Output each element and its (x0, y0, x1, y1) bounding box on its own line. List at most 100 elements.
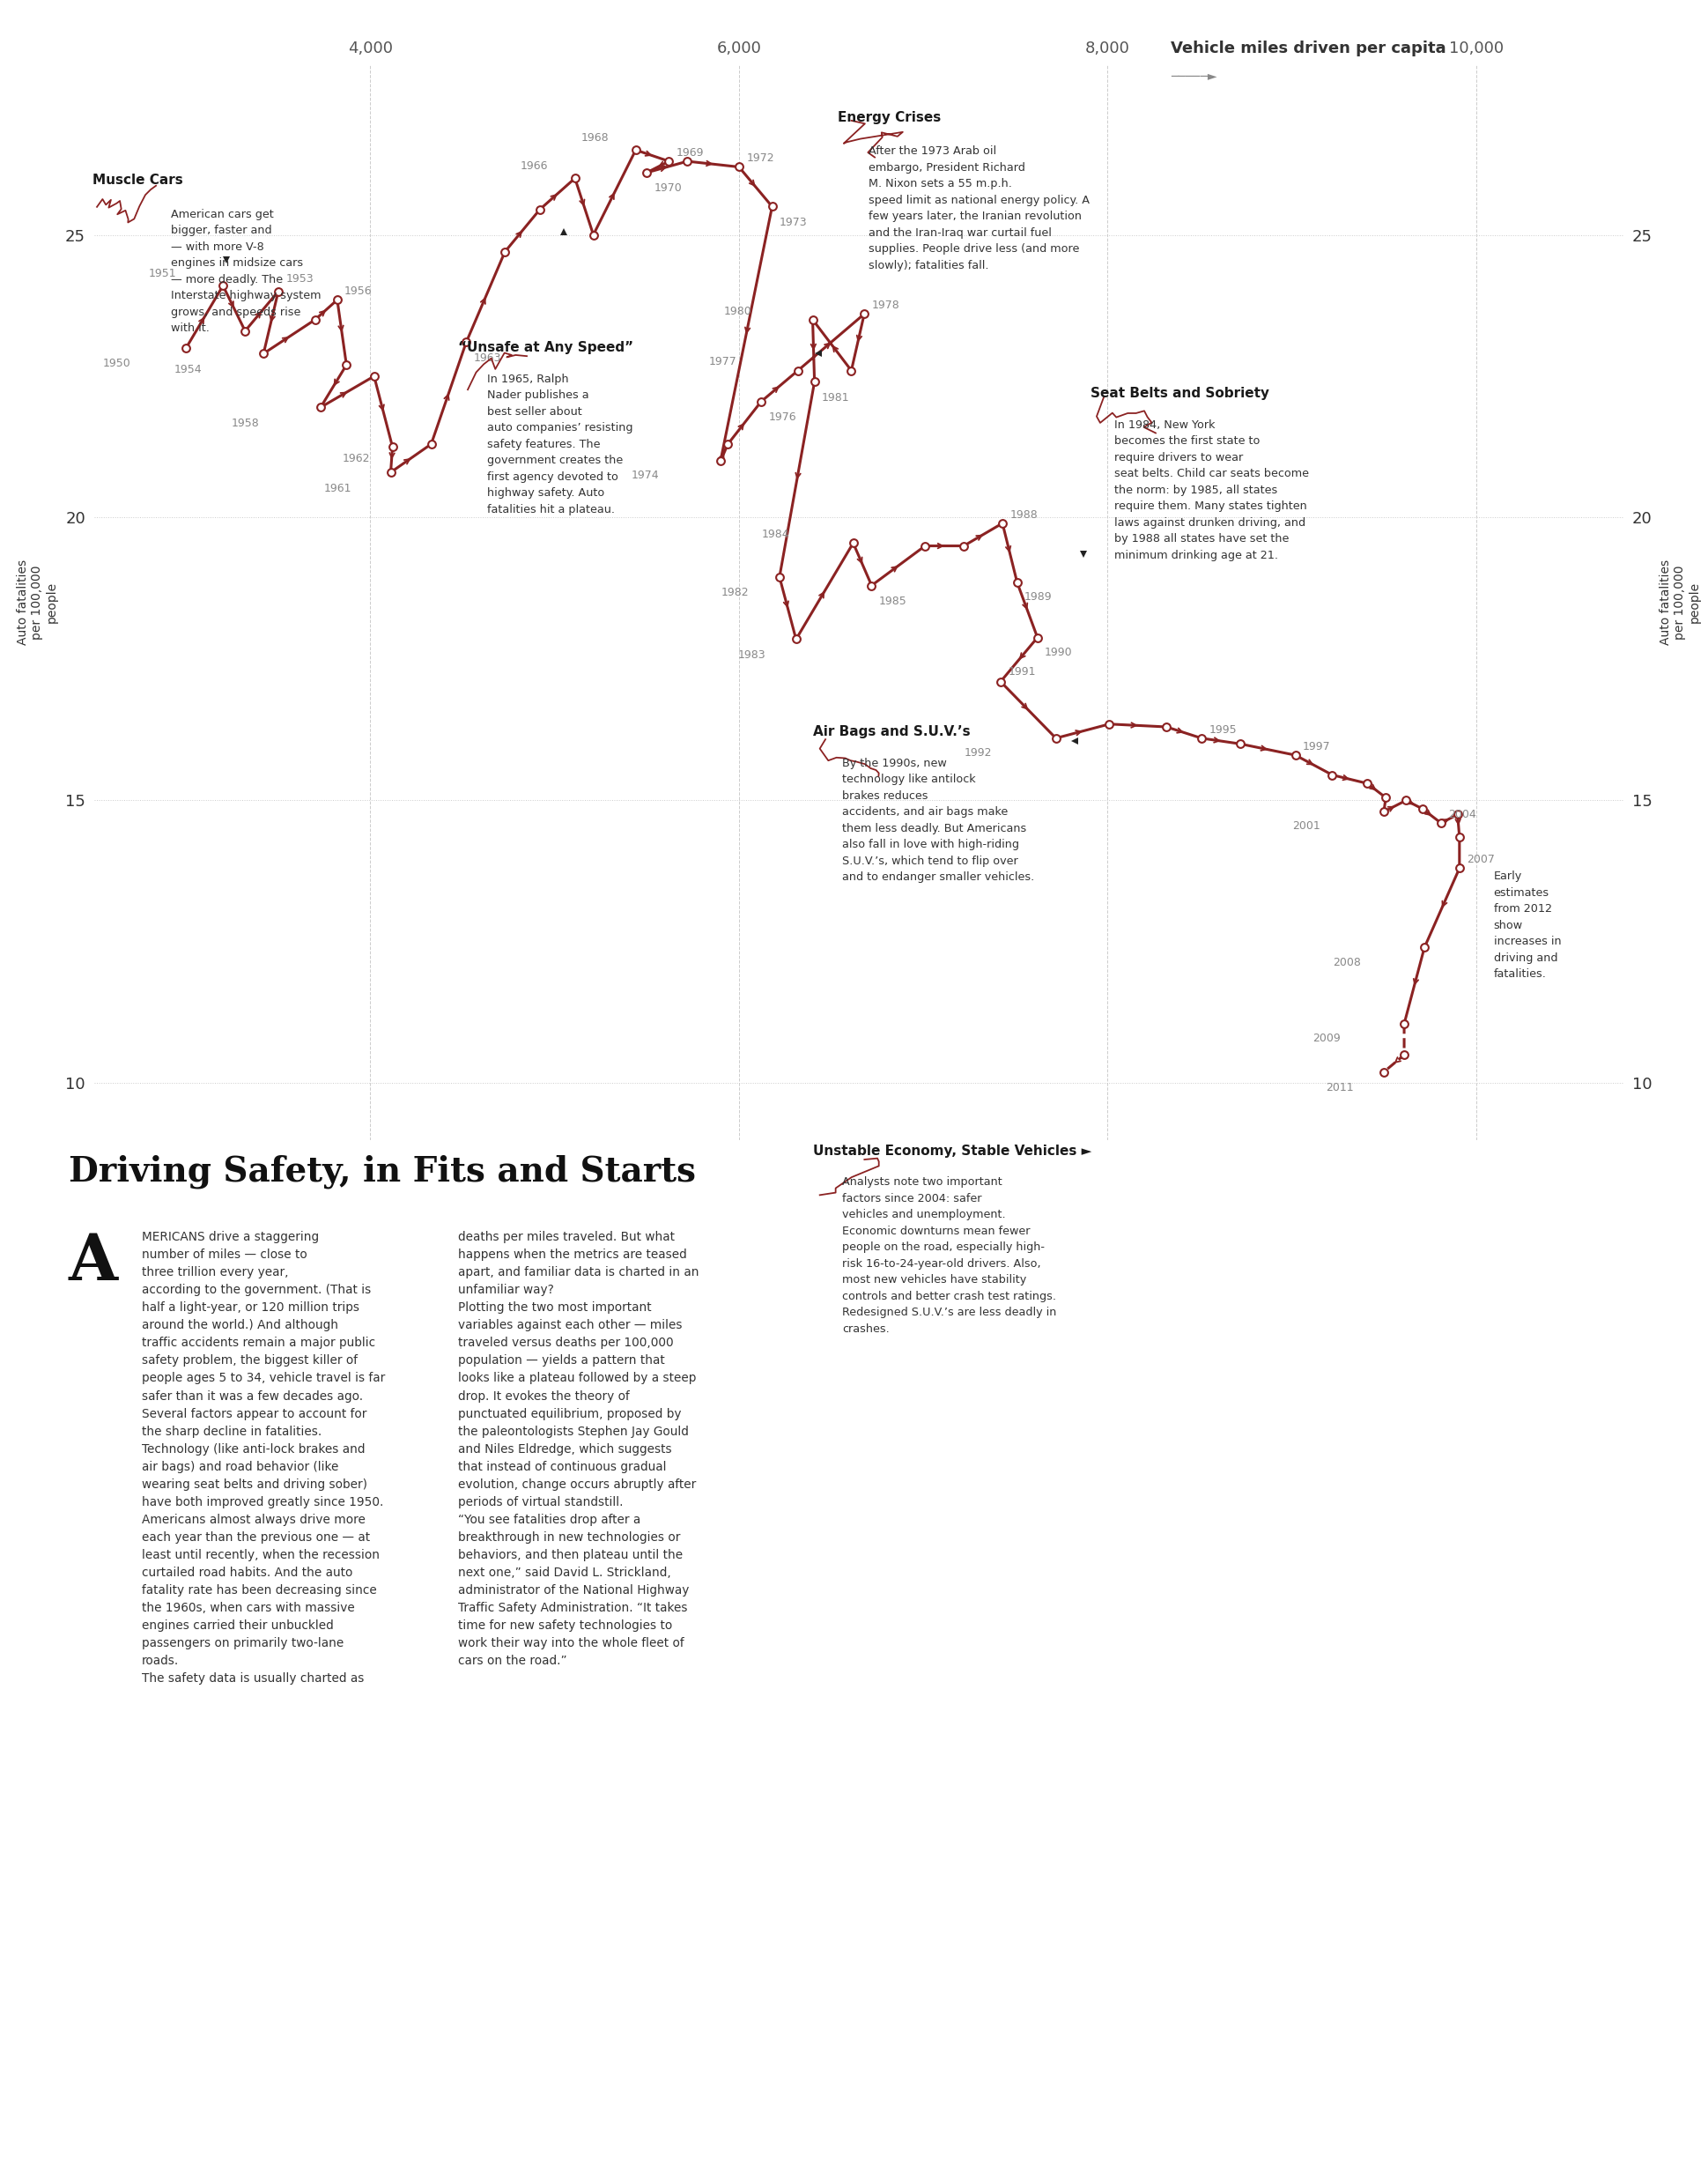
Point (379, 430, 407, 465)
Point (377, 456, 405, 491)
Text: 1980: 1980 (722, 306, 752, 317)
Point (784, 354, 811, 389)
Point (714, 428, 741, 462)
Text: Vehicle miles driven per capita: Vehicle miles driven per capita (1170, 41, 1445, 56)
Point (453, 326, 480, 360)
Point (1372, 779, 1399, 814)
Point (1426, 805, 1454, 840)
Point (1370, 1055, 1397, 1090)
Text: 1951: 1951 (149, 267, 176, 280)
Point (333, 347, 360, 382)
Text: After the 1973 Arab oil
embargo, President Richard
M. Nixon sets a 55 m.p.h.
spe: After the 1973 Arab oil embargo, Preside… (868, 145, 1088, 271)
Point (673, 143, 700, 178)
Point (1319, 758, 1346, 792)
Point (1392, 784, 1419, 818)
Text: 2004: 2004 (1448, 810, 1476, 821)
Text: 1983: 1983 (738, 649, 765, 660)
Point (560, 161, 588, 195)
Text: In 1984, New York
becomes the first state to
require drivers to wear
seat belts.: In 1984, New York becomes the first stat… (1114, 419, 1308, 560)
Text: “Unsafe at Any Speed”: “Unsafe at Any Speed” (458, 341, 634, 354)
Text: 1962: 1962 (342, 454, 371, 465)
Y-axis label: Auto fatalities
per 100,000
people: Auto fatalities per 100,000 people (1658, 560, 1699, 645)
Point (307, 391, 335, 426)
Point (839, 525, 866, 560)
Point (987, 664, 1015, 699)
Text: 1997: 1997 (1301, 740, 1331, 753)
Point (622, 132, 649, 167)
Text: Early
estimates
from 2012
show
increases in
driving and
fatalities.: Early estimates from 2012 show increases… (1493, 871, 1559, 979)
Point (301, 302, 328, 337)
Text: 1968: 1968 (581, 132, 608, 143)
Point (910, 528, 938, 562)
Text: 1972: 1972 (746, 152, 774, 165)
Point (837, 354, 864, 389)
Text: 1992: 1992 (963, 747, 992, 758)
Point (1281, 738, 1308, 773)
Point (654, 143, 681, 178)
Text: 1974: 1974 (632, 469, 659, 482)
Text: 1990: 1990 (1044, 647, 1073, 658)
Text: 1958: 1958 (231, 417, 260, 430)
Text: 1961: 1961 (323, 482, 352, 495)
Text: 1988: 1988 (1009, 508, 1037, 521)
Point (1445, 821, 1472, 855)
Text: 2008: 2008 (1332, 957, 1360, 968)
Point (782, 621, 810, 656)
Text: 1989: 1989 (1025, 593, 1052, 604)
Text: 1982: 1982 (721, 586, 748, 599)
Point (724, 150, 752, 185)
Text: Energy Crises: Energy Crises (837, 111, 939, 124)
Point (323, 282, 350, 317)
Text: Analysts note two important
factors since 2004: safer
vehicles and unemployment.: Analysts note two important factors sinc… (842, 1177, 1056, 1335)
Point (1095, 708, 1122, 742)
Point (265, 274, 292, 308)
Text: 1991: 1991 (1008, 666, 1035, 677)
Point (950, 528, 977, 562)
Point (1226, 727, 1254, 762)
Point (417, 428, 444, 462)
Point (1187, 721, 1214, 756)
Text: American cars get
bigger, faster and
— with more V-8
engines in midsize cars
— m: American cars get bigger, faster and — w… (171, 208, 321, 334)
Text: 1977: 1977 (709, 356, 736, 367)
Text: MERICANS drive a staggering
number of miles — close to
three trillion every year: MERICANS drive a staggering number of mi… (142, 1231, 384, 1685)
Text: Unstable Economy, Stable Vehicles ►: Unstable Economy, Stable Vehicles ► (813, 1144, 1091, 1157)
Point (360, 358, 388, 393)
Text: 1985: 1985 (878, 595, 907, 608)
Text: ─────►: ─────► (1170, 69, 1216, 82)
Text: 1956: 1956 (345, 287, 372, 297)
Point (707, 443, 734, 478)
Text: 2009: 2009 (1312, 1033, 1339, 1044)
Point (208, 269, 236, 304)
Point (1153, 710, 1180, 745)
Text: By the 1990s, new
technology like antilock
brakes reduces
accidents, and air bag: By the 1990s, new technology like antilo… (842, 758, 1033, 884)
Text: Muscle Cars: Muscle Cars (92, 174, 183, 187)
Text: 1981: 1981 (822, 393, 849, 404)
Point (173, 330, 200, 365)
Point (746, 384, 774, 419)
Point (1370, 795, 1397, 829)
Point (801, 365, 828, 399)
Text: A: A (68, 1231, 118, 1294)
Text: 1954: 1954 (174, 365, 202, 376)
Text: 1978: 1978 (871, 300, 898, 310)
Point (1390, 1007, 1418, 1042)
Text: 2007: 2007 (1465, 853, 1494, 866)
Text: 2001: 2001 (1291, 821, 1320, 831)
Point (579, 217, 606, 252)
Point (1390, 1038, 1418, 1072)
Text: 2011: 2011 (1325, 1081, 1353, 1094)
Text: Seat Belts and Sobriety: Seat Belts and Sobriety (1090, 386, 1269, 399)
Text: 1995: 1995 (1208, 723, 1237, 736)
Text: 1966: 1966 (519, 161, 548, 172)
Text: 1984: 1984 (762, 530, 789, 541)
Point (1042, 721, 1069, 756)
Point (526, 191, 553, 226)
Text: 1953: 1953 (285, 274, 313, 284)
Point (1023, 621, 1050, 656)
Point (989, 506, 1016, 541)
Text: 1970: 1970 (654, 182, 681, 193)
Text: 1976: 1976 (769, 412, 796, 423)
Point (490, 234, 518, 269)
Point (1443, 797, 1471, 831)
Point (1407, 792, 1435, 827)
